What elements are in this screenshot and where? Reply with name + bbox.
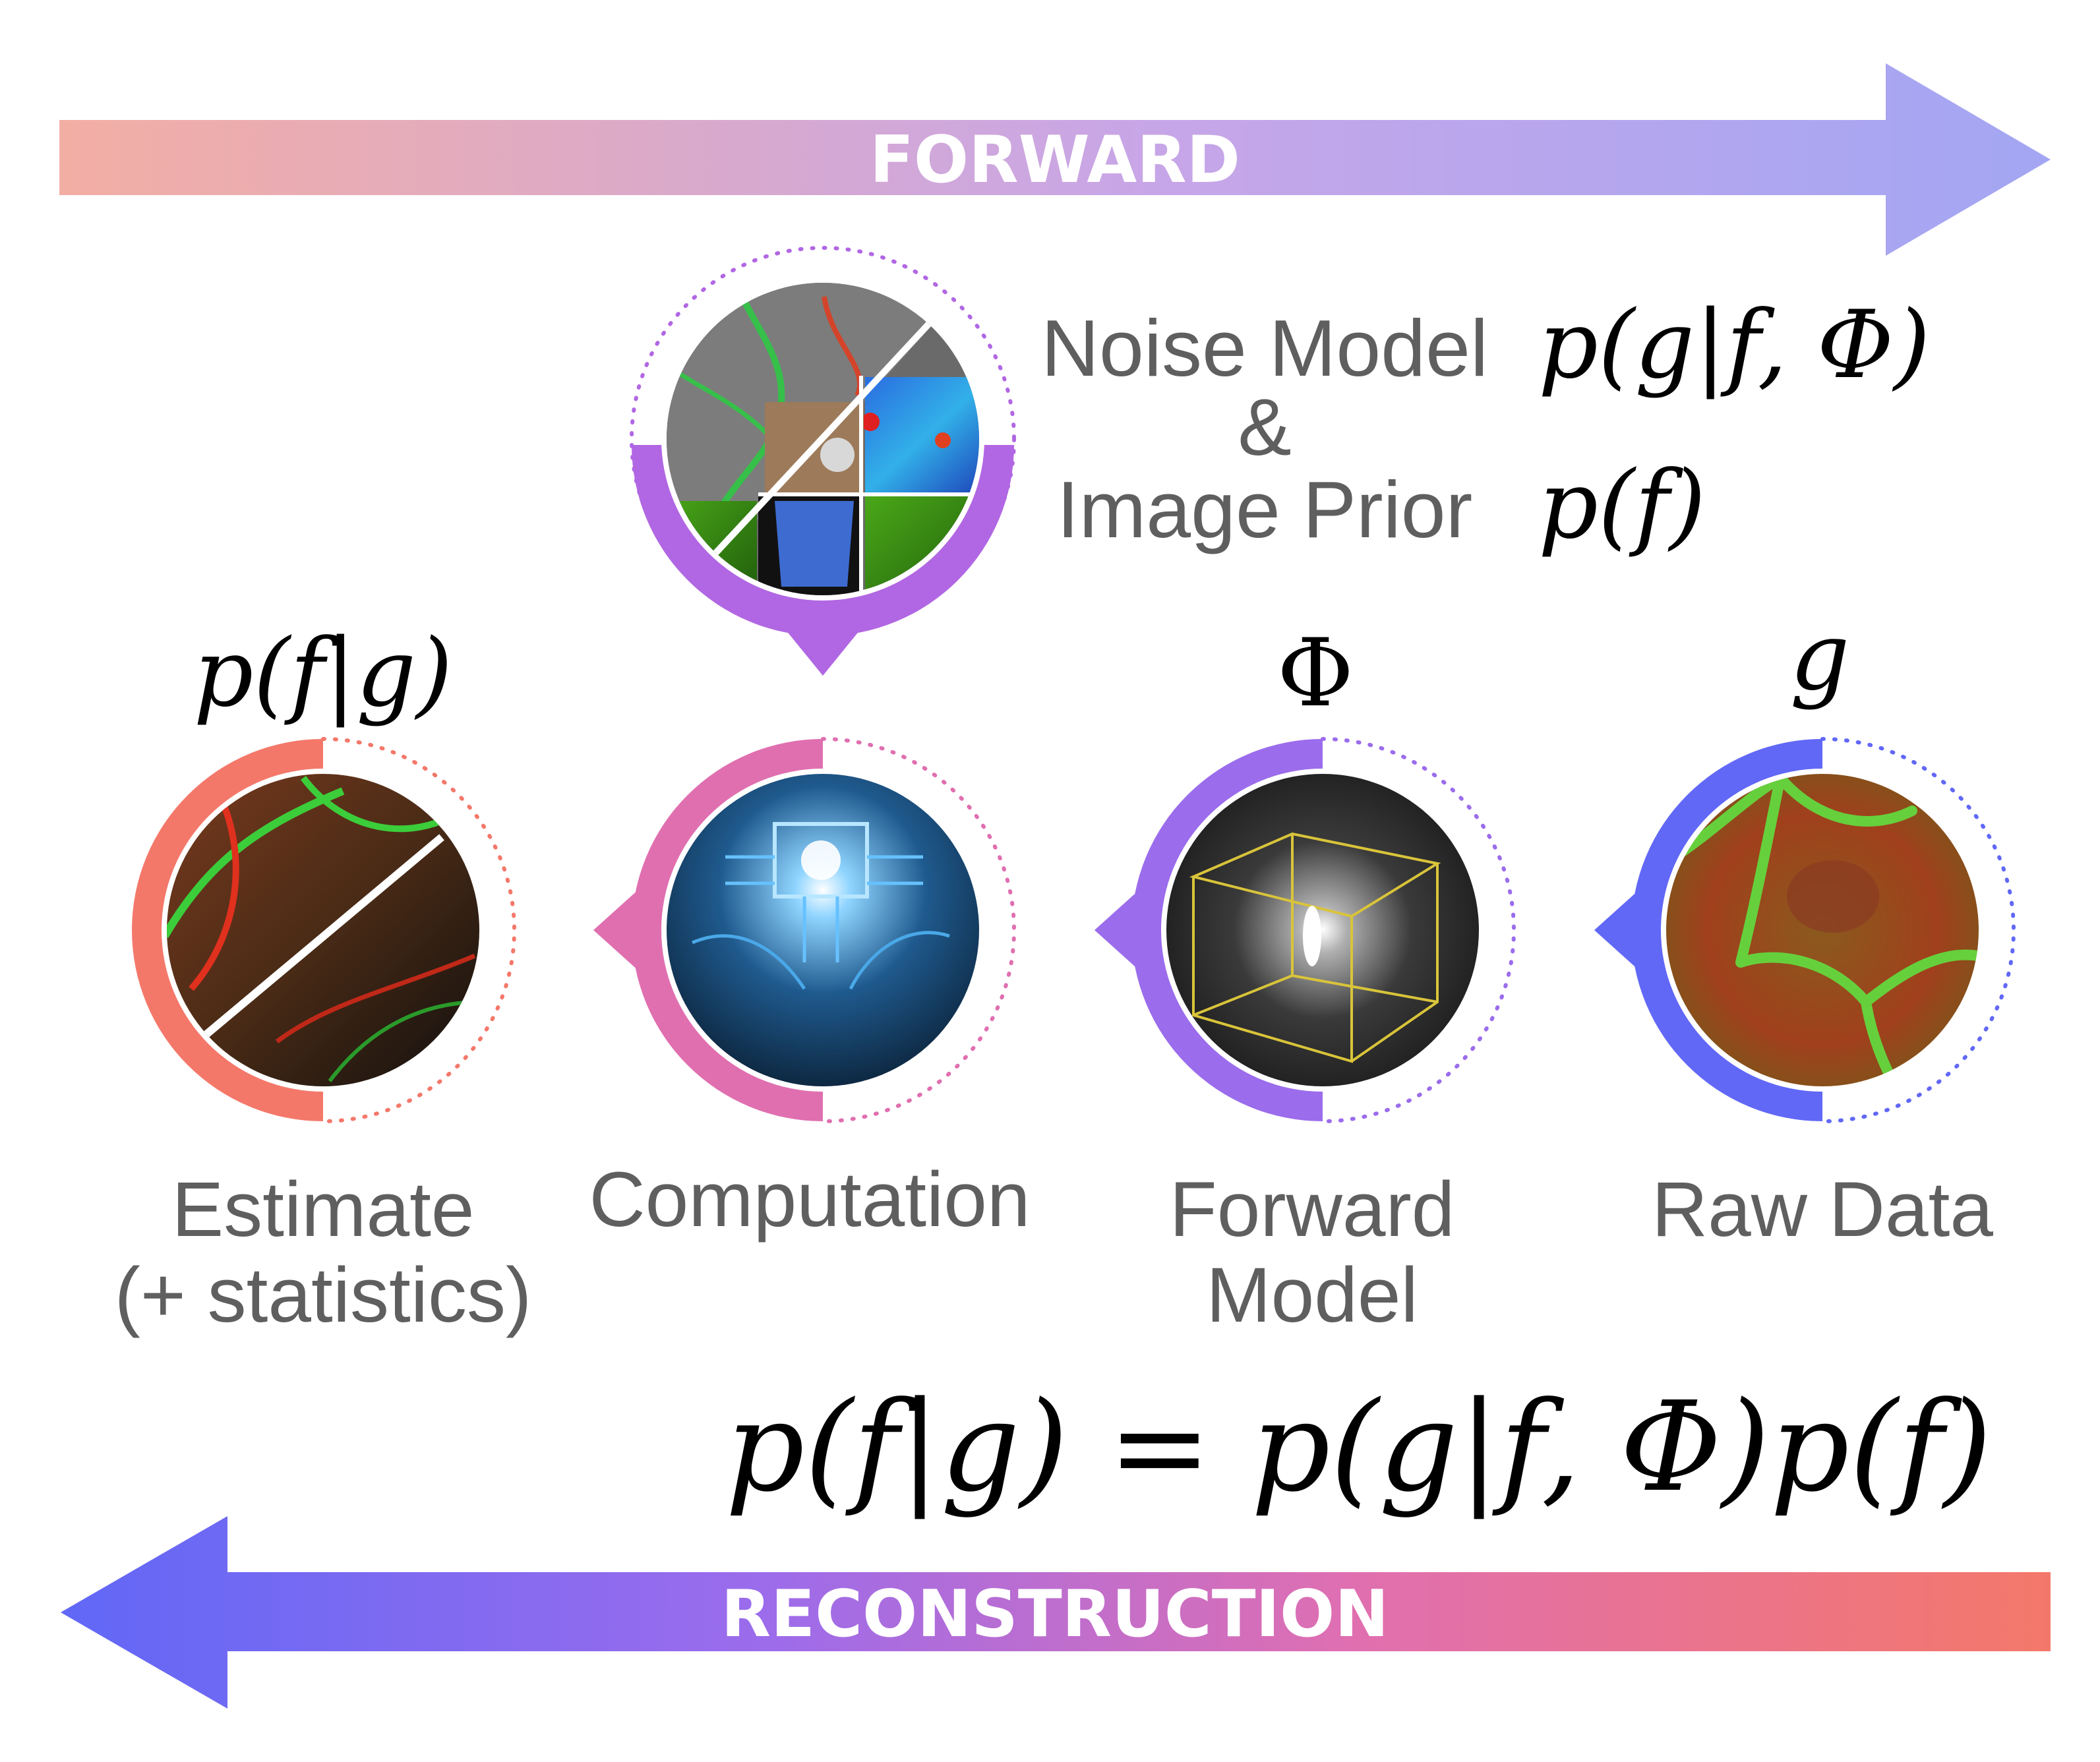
forward-model-sublabel: Model <box>1206 1252 1418 1339</box>
estimate-label: Estimate <box>171 1166 474 1253</box>
stage-computation <box>593 737 1016 1123</box>
forward-model-label: Forward <box>1170 1166 1455 1253</box>
bayes-equation: p(f|g) = p(g|f, Φ)p(f) <box>725 1375 1992 1519</box>
circuit-brain-icon <box>667 774 979 1086</box>
stage-forward-model <box>1095 737 1516 1123</box>
microscopy-estimate-icon <box>167 774 479 1086</box>
ampersand-label: & <box>1238 382 1291 472</box>
reconstruction-arrow: RECONSTRUCTION <box>61 1516 2051 1709</box>
stage-raw-data <box>1594 737 2016 1123</box>
raw-data-label: Raw Data <box>1652 1166 1993 1253</box>
raw-microscopy-icon <box>1666 774 1979 1086</box>
computation-label: Computation <box>589 1156 1030 1243</box>
noise-model-label: Noise Model <box>1041 303 1488 393</box>
noise-model-equation: p(g|f, Φ) <box>1538 291 1931 399</box>
estimate-sublabel: (+ statistics) <box>115 1252 532 1339</box>
estimate-symbol: p(f|g) <box>194 619 453 728</box>
forward-model-symbol: Φ <box>1277 619 1354 728</box>
reconstruction-arrow-label: RECONSTRUCTION <box>721 1577 1389 1652</box>
image-prior-label: Image Prior <box>1057 465 1473 554</box>
image-prior-equation: p(f) <box>1538 451 1706 560</box>
stage-estimate <box>132 737 516 1123</box>
psf-volume-icon <box>1166 774 1479 1086</box>
raw-data-symbol: g <box>1790 602 1850 711</box>
forward-arrow: FORWARD <box>59 63 2051 256</box>
prior-circle <box>630 246 1016 676</box>
forward-arrow-label: FORWARD <box>870 123 1240 198</box>
